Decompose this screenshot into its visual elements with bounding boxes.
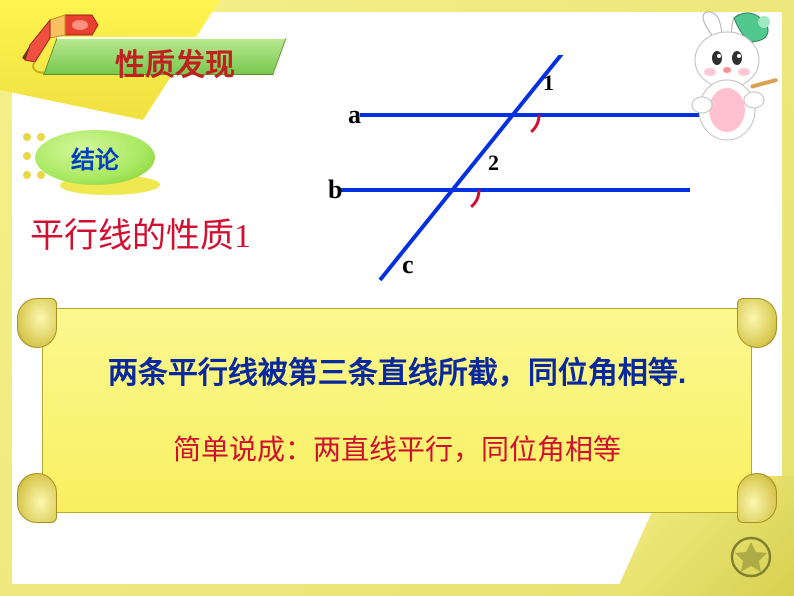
parallel-lines-diagram: 1 2 a b c <box>320 55 720 285</box>
slide-title: 性质发现 <box>115 40 235 84</box>
svg-text:b: b <box>328 175 342 204</box>
svg-text:2: 2 <box>488 150 499 175</box>
scroll-curl-bottom-right <box>737 473 777 523</box>
statement-scroll: 两条平行线被第三条直线所截，同位角相等. 简单说成：两直线平行，同位角相等 <box>12 298 782 523</box>
svg-text:a: a <box>348 100 361 129</box>
title-banner: 性质发现 <box>50 22 300 77</box>
svg-text:c: c <box>402 250 414 279</box>
conclusion-label: 结论 <box>71 140 119 175</box>
conclusion-oval: 结论 <box>35 130 155 185</box>
scroll-curl-top-left <box>17 298 57 348</box>
scroll-body <box>42 308 752 513</box>
statement-main: 两条平行线被第三条直线所截，同位角相等. <box>12 348 782 392</box>
scroll-curl-top-right <box>737 298 777 348</box>
statement-short: 简单说成：两直线平行，同位角相等 <box>12 428 782 468</box>
bunny-character-icon <box>672 10 782 150</box>
property-title: 平行线的性质1 <box>30 208 251 257</box>
logo-icon <box>730 536 772 578</box>
svg-text:1: 1 <box>543 70 554 95</box>
scroll-curl-bottom-left <box>17 473 57 523</box>
